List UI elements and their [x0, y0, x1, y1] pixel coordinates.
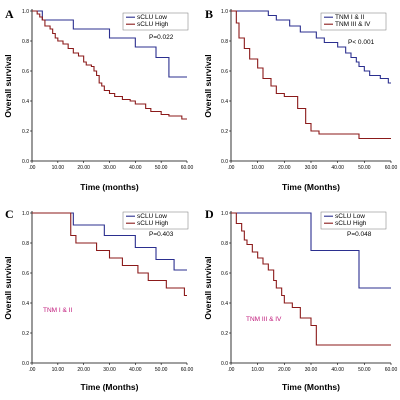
- legend-label: sCLU Low: [137, 213, 167, 220]
- y-tick-label: 0.2: [221, 129, 228, 135]
- panel-d: D 0.0 0.2 0.4 0.6 0.8 1.0 .00 10.00 20.00 30.00 40.…: [203, 207, 397, 392]
- x-tick-label: 10.00: [251, 367, 264, 373]
- y-tick-label: 0.8: [221, 39, 228, 45]
- survival-curve-sclu-high: [32, 10, 187, 120]
- y-tick-label: 0.2: [221, 331, 228, 337]
- x-tick-label: 20.00: [77, 367, 90, 373]
- subgroup-annotation: TNM III & IV: [246, 316, 282, 323]
- survival-curve-sclu-high: [231, 212, 391, 346]
- x-tick-label: .00: [29, 165, 36, 171]
- x-axis-title: Time (Months): [81, 382, 139, 392]
- x-tick-label: 40.00: [331, 367, 344, 373]
- panel-b: B 0.0 0.2 0.4 0.6 0.8 1.0 .00 10.00 20.00 30.00 40.…: [203, 7, 397, 192]
- legend-box: [122, 211, 189, 230]
- panel-c: C 0.0 0.2 0.4 0.6 0.8 1.0 .00 10.00 20.00 30.00 40.…: [3, 207, 193, 392]
- survival-curve-sclu-low: [231, 212, 391, 289]
- x-tick-label: 30.00: [305, 367, 318, 373]
- y-tick-label: 0.6: [22, 69, 29, 75]
- y-tick-label: 0.8: [22, 241, 29, 247]
- y-tick-label: 1.0: [221, 211, 228, 217]
- x-tick-label: 30.00: [305, 165, 318, 171]
- p-value: P=0.403: [149, 231, 174, 238]
- y-tick-label: 0.8: [22, 39, 29, 45]
- y-tick-label: 0.4: [22, 301, 29, 307]
- p-value: P< 0.001: [348, 39, 375, 46]
- x-tick-label: 30.00: [103, 367, 116, 373]
- y-tick-label: 0.4: [22, 99, 29, 105]
- legend-label: TNM III & IV: [335, 21, 371, 28]
- survival-curve-sclu-high: [32, 212, 187, 297]
- x-tick-label: 60.00: [181, 165, 194, 171]
- panel-letter: A: [5, 7, 14, 21]
- y-tick-label: 0.0: [22, 159, 29, 165]
- survival-curve-tnm-iii-iv: [231, 10, 391, 140]
- x-tick-label: .00: [228, 165, 235, 171]
- y-tick-label: 0.6: [22, 271, 29, 277]
- y-tick-label: 0.6: [221, 69, 228, 75]
- y-tick-label: 0.2: [22, 331, 29, 337]
- x-tick-label: 20.00: [278, 165, 291, 171]
- panel-letter: D: [205, 207, 214, 221]
- x-tick-label: 20.00: [278, 367, 291, 373]
- legend-label: sCLU Low: [335, 213, 365, 220]
- x-tick-label: 60.00: [181, 367, 194, 373]
- x-tick-label: 30.00: [103, 165, 116, 171]
- survival-curve-sclu-low: [32, 10, 187, 78]
- x-tick-label: 20.00: [77, 165, 90, 171]
- y-tick-label: 0.0: [221, 159, 228, 165]
- legend-label: sCLU Low: [137, 14, 167, 21]
- y-axis-title: Overall survival: [203, 54, 213, 117]
- y-tick-label: 0.0: [221, 361, 228, 367]
- legend-label: TNM I & II: [335, 14, 364, 21]
- panel-a: A 0.0 0.2 0.4 0.6 0.8 1.0 .00 10.00 20.00 30.00 40.…: [3, 7, 193, 192]
- x-axis-title: Time (Months): [282, 382, 340, 392]
- panel-letter: C: [5, 207, 14, 221]
- survival-curve-tnm-i-ii: [231, 10, 391, 84]
- y-tick-label: 0.4: [221, 301, 228, 307]
- x-tick-label: 50.00: [155, 367, 168, 373]
- y-axis-title: Overall survival: [3, 256, 13, 319]
- y-tick-label: 1.0: [22, 211, 29, 217]
- x-axis-title: Time (months): [80, 182, 139, 192]
- x-tick-label: 40.00: [129, 367, 142, 373]
- y-tick-label: 0.0: [22, 361, 29, 367]
- x-tick-label: 60.00: [385, 367, 398, 373]
- x-tick-label: 50.00: [155, 165, 168, 171]
- y-axis-title: Overall survival: [3, 54, 13, 117]
- y-tick-label: 1.0: [22, 9, 29, 15]
- y-tick-label: 0.6: [221, 271, 228, 277]
- legend-box: [320, 12, 387, 31]
- y-tick-label: 1.0: [221, 9, 228, 15]
- p-value: P=0.022: [149, 34, 174, 41]
- y-tick-label: 0.4: [221, 99, 228, 105]
- p-value: P=0.048: [347, 231, 372, 238]
- x-tick-label: 50.00: [358, 165, 371, 171]
- x-tick-label: 50.00: [358, 367, 371, 373]
- subgroup-annotation: TNM I & II: [43, 307, 72, 314]
- x-tick-label: 10.00: [251, 165, 264, 171]
- y-tick-label: 0.2: [22, 129, 29, 135]
- x-tick-label: 40.00: [129, 165, 142, 171]
- legend-box: [320, 211, 387, 230]
- y-tick-label: 0.8: [221, 241, 228, 247]
- panel-letter: B: [205, 7, 213, 21]
- y-axis-title: Overall survival: [203, 256, 213, 319]
- legend-label: sCLU High: [137, 220, 169, 227]
- x-tick-label: 10.00: [52, 367, 65, 373]
- x-tick-label: 60.00: [385, 165, 398, 171]
- x-axis-title: Time (Months): [282, 182, 340, 192]
- x-tick-label: .00: [228, 367, 235, 373]
- x-tick-label: .00: [29, 367, 36, 373]
- x-tick-label: 10.00: [52, 165, 65, 171]
- legend-label: sCLU High: [137, 21, 169, 28]
- x-tick-label: 40.00: [331, 165, 344, 171]
- survival-curve-sclu-low: [32, 212, 187, 271]
- legend-label: sCLU High: [335, 220, 367, 227]
- legend-box: [122, 12, 189, 31]
